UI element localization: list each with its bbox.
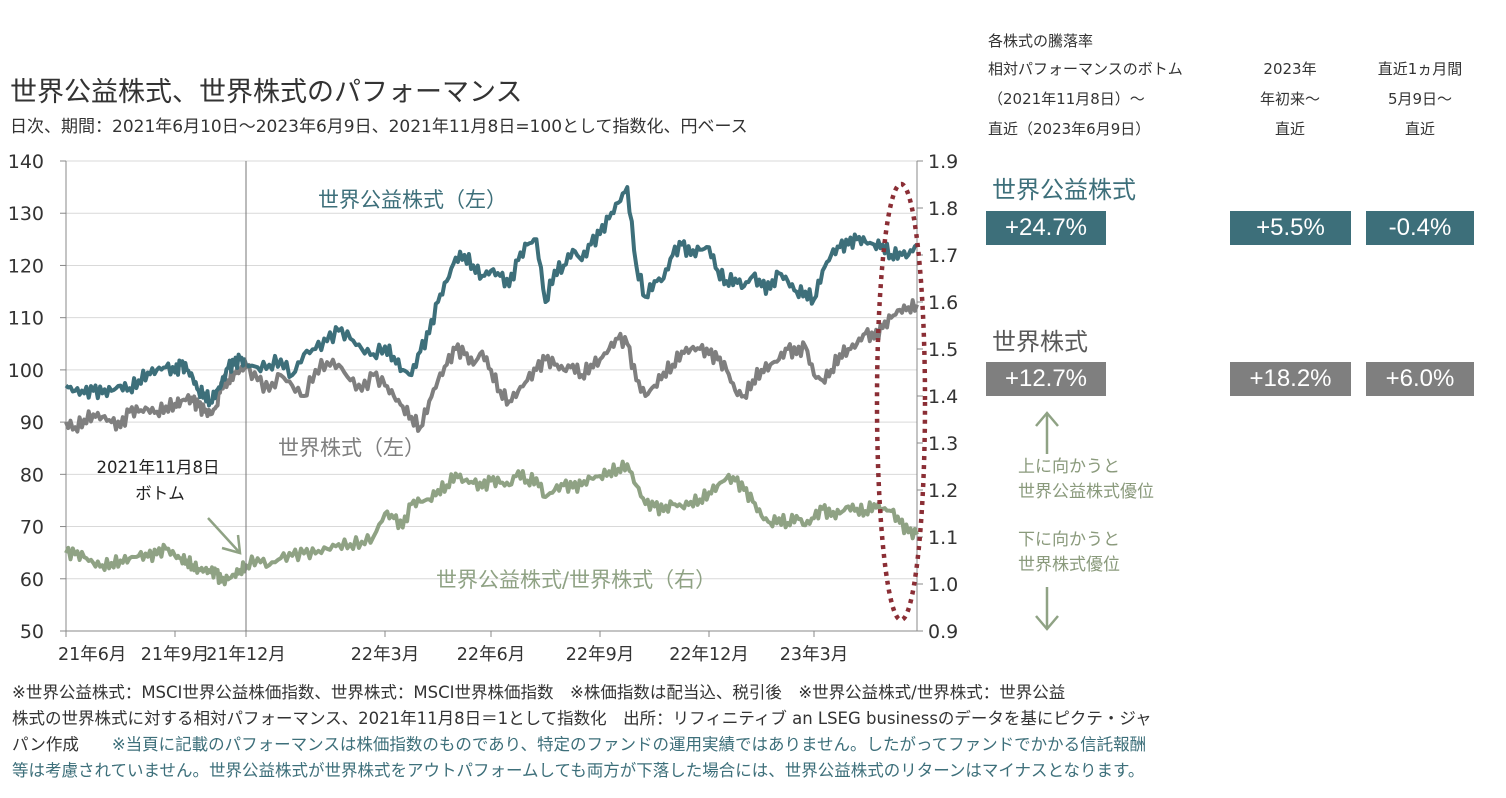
world-line: [64, 298, 919, 434]
series-label-ratio: 世界公益株式/世界株式（右）: [436, 568, 716, 592]
col1-header-line2: （2021年11月8日）～: [988, 90, 1145, 108]
right-tick-label: 1.8: [928, 198, 958, 220]
x-tick-label: 21年9月: [141, 645, 209, 665]
performance-chart: 50 60 70 80 90 100 110 120 130 140 0.9 1.0 1.1 1.2 1.…: [8, 151, 958, 665]
footnote-line2: 株式の世界株式に対する相対パフォーマンス、2021年11月8日＝1として指数化 …: [12, 709, 1152, 728]
badge-world-since-bottom: +12.7%: [986, 362, 1106, 396]
chart-subtitle: 日次、期間：2021年6月10日～2023年6月9日、2021年11月8日=10…: [10, 117, 748, 137]
left-tick-label: 130: [8, 203, 44, 225]
bottom-arrow-icon: [207, 517, 241, 554]
footnotes: ※世界公益株式：MSCI世界公益株価指数、世界株式：MSCI世界株価指数 ※株価…: [12, 680, 1152, 784]
right-y-axis-ticks: 0.9 1.0 1.1 1.2 1.3 1.4 1.5 1.6 1.7 1.8 1.9: [917, 151, 958, 643]
row-title-utilities: 世界公益株式: [992, 176, 1136, 204]
highlight-ellipse: [874, 181, 928, 623]
x-tick-label: 22年3月: [351, 645, 419, 665]
series-label-world: 世界株式（左）: [278, 436, 425, 460]
left-tick-label: 90: [20, 412, 44, 434]
chart-title: 世界公益株式、世界株式のパフォーマンス: [10, 77, 523, 108]
footnote-line1: ※世界公益株式：MSCI世界公益株価指数、世界株式：MSCI世界株価指数 ※株価…: [12, 683, 1066, 702]
series-lines: [64, 185, 919, 587]
footnote-line3a: パン作成: [12, 735, 96, 754]
left-y-axis-ticks: 50 60 70 80 90 100 110 120 130 140: [8, 151, 66, 643]
note-up-line2: 世界公益株式優位: [1018, 482, 1154, 502]
footnote-line3: パン作成 ※当頁に記載のパフォーマンスは株価指数のものであり、特定のファンドの運…: [12, 732, 1152, 758]
left-tick-label: 120: [8, 255, 44, 277]
col1-header-line1: 相対パフォーマンスのボトム: [988, 60, 1183, 78]
arrow-up-icon: [1035, 411, 1059, 454]
col2-header-line2: 年初来～: [1259, 90, 1320, 108]
right-tick-label: 1.2: [928, 480, 958, 502]
utilities-line: [64, 185, 919, 408]
x-tick-label: 23年3月: [780, 645, 848, 665]
ratio-line: [64, 459, 919, 587]
left-tick-label: 80: [20, 464, 44, 486]
badge-utilities-since-bottom: +24.7%: [986, 211, 1106, 245]
right-tick-label: 1.9: [928, 151, 958, 173]
series-label-utilities: 世界公益株式（左）: [318, 188, 507, 212]
note-down-line2: 世界株式優位: [1018, 555, 1120, 575]
arrow-down-icon: [1035, 587, 1059, 631]
right-tick-label: 1.0: [928, 574, 958, 596]
x-tick-label: 22年6月: [457, 645, 525, 665]
col2-header-line3: 直近: [1274, 120, 1305, 138]
col3-header-line1: 直近1ヵ月間: [1377, 60, 1463, 78]
badge-utilities-ytd: +5.5%: [1230, 211, 1351, 245]
left-tick-label: 100: [8, 360, 44, 382]
badge-utilities-1m: -0.4%: [1366, 211, 1474, 245]
bottom-annotation-date: 2021年11月8日: [97, 458, 220, 477]
col3-header-line2: 5月9日～: [1387, 90, 1453, 108]
bottom-arrowhead-icon: [221, 534, 242, 555]
col2-header-line1: 2023年: [1263, 60, 1317, 78]
annotations: [207, 161, 928, 631]
col3-header-line3: 直近: [1404, 120, 1435, 138]
left-tick-label: 60: [20, 569, 44, 591]
footnote-line3b: ※当頁に記載のパフォーマンスは株価指数のものであり、特定のファンドの運用実績では…: [95, 735, 1147, 754]
x-tick-label: 22年12月: [669, 645, 749, 665]
col1-header-line3: 直近（2023年6月9日）: [988, 120, 1151, 138]
x-tick-label: 22年9月: [566, 645, 634, 665]
right-tick-label: 1.5: [928, 339, 958, 361]
bottom-annotation-label: ボトム: [135, 484, 185, 503]
right-tick-label: 1.3: [928, 433, 958, 455]
note-up-line1: 上に向かうと: [1018, 457, 1120, 477]
left-tick-label: 140: [8, 151, 44, 173]
right-tick-label: 1.4: [928, 386, 958, 408]
right-tick-label: 1.6: [928, 292, 958, 314]
right-tick-label: 1.7: [928, 245, 958, 267]
row-title-world: 世界株式: [992, 328, 1088, 356]
x-tick-label: 21年6月: [58, 645, 126, 665]
table-heading: 各株式の騰落率: [988, 32, 1094, 50]
badge-world-1m: +6.0%: [1366, 362, 1474, 396]
right-tick-label: 0.9: [928, 621, 958, 643]
left-tick-label: 70: [20, 517, 44, 539]
badge-world-ytd: +18.2%: [1230, 362, 1351, 396]
left-tick-label: 110: [8, 308, 44, 330]
note-down-line1: 下に向かうと: [1018, 530, 1120, 550]
left-tick-label: 50: [20, 621, 44, 643]
x-tick-label: 21年12月: [206, 645, 286, 665]
footnote-line4: 等は考慮されていません。世界公益株式が世界株式をアウトパフォームしても両方が下落…: [12, 761, 1145, 780]
right-tick-label: 1.1: [928, 527, 958, 549]
